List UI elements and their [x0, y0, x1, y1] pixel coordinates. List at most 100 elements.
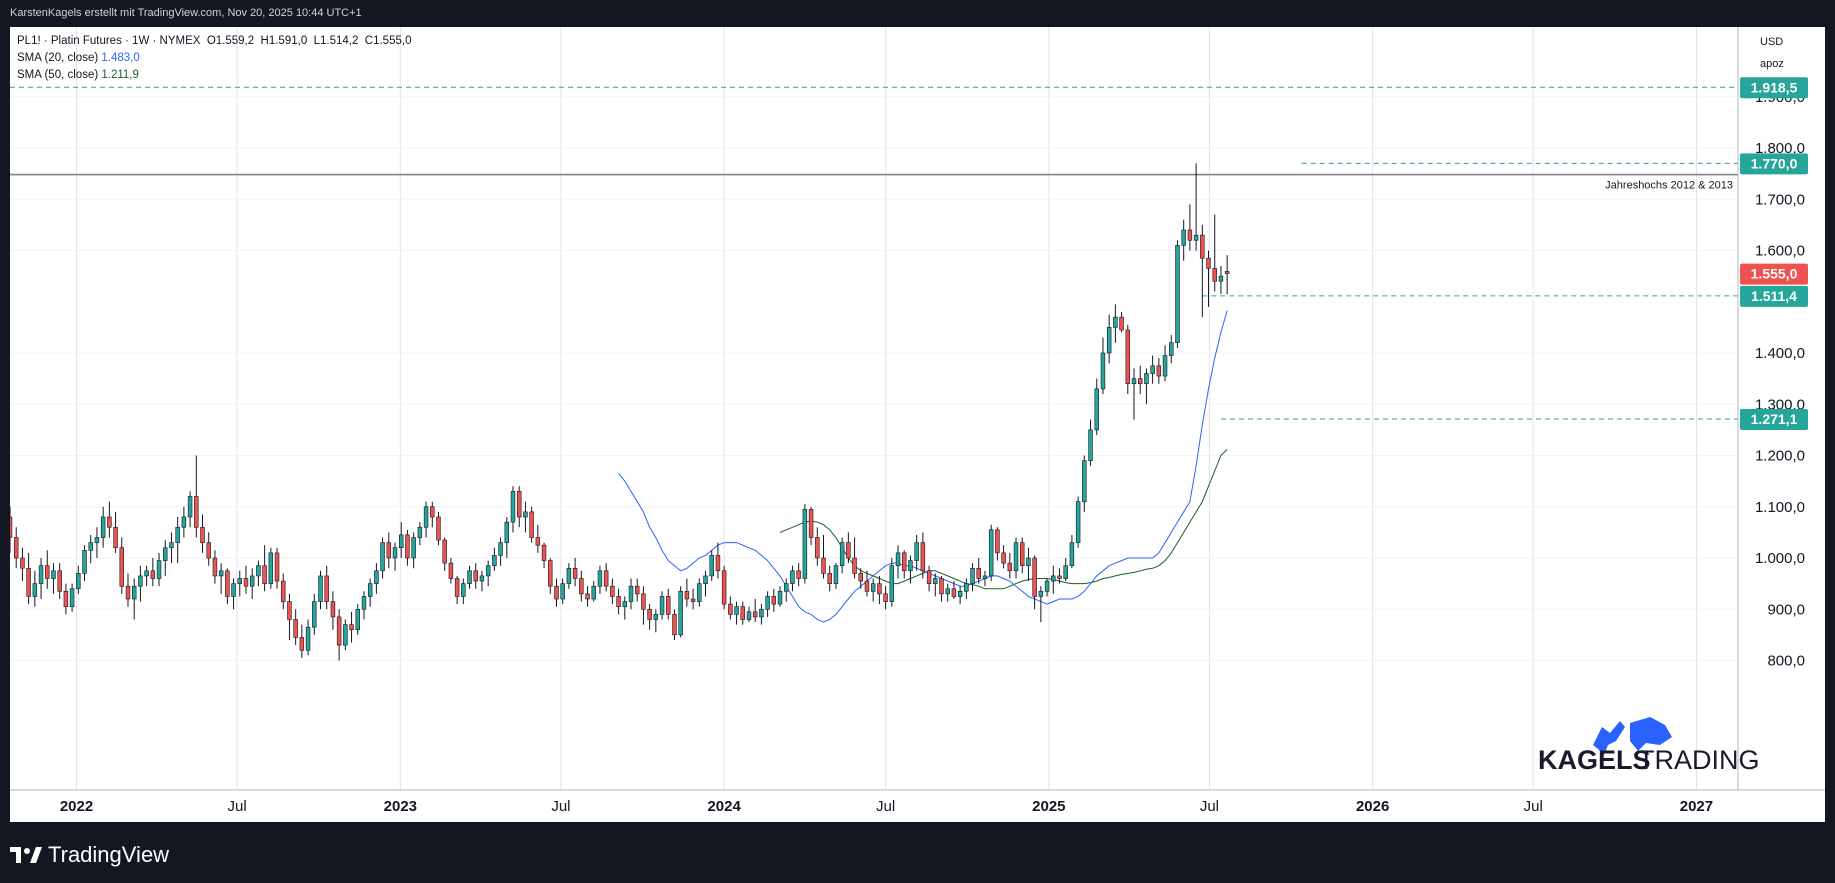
candle [163, 540, 168, 576]
price-chart[interactable]: Jahreshochs 2012 & 2013 USDapoz1.900,01.… [10, 27, 1825, 822]
candle-body [690, 598, 696, 602]
candle-body [709, 555, 714, 577]
candle [76, 565, 81, 594]
candle [131, 578, 137, 620]
candle [88, 534, 93, 564]
candle-body [1094, 388, 1099, 431]
candle [10, 506, 13, 553]
candle [1088, 419, 1093, 466]
candle-body [1044, 580, 1050, 592]
candle [585, 586, 590, 607]
candle [1051, 565, 1056, 594]
chart-attribution: KarstenKagels erstellt mit TradingView.c… [10, 7, 362, 19]
candle [703, 570, 708, 597]
candle [318, 570, 323, 610]
candle [479, 570, 485, 592]
candle [20, 547, 25, 582]
candle-body [45, 565, 50, 579]
tradingview-footer[interactable]: TradingView [10, 838, 169, 872]
candle [926, 565, 932, 592]
candle-body [305, 626, 311, 651]
candle-body [312, 601, 317, 628]
candle-body [20, 557, 25, 569]
candle [902, 550, 907, 579]
chart-panel[interactable]: Jahreshochs 2012 & 2013 USDapoz1.900,01.… [10, 27, 1825, 822]
price-axis-label: 1.200,0 [1755, 448, 1805, 465]
candle [299, 624, 305, 658]
candle [82, 545, 87, 582]
candle-body [1007, 562, 1013, 572]
candle-body [703, 575, 708, 584]
candle-body [1200, 234, 1205, 259]
candle [697, 578, 702, 607]
candle [1057, 568, 1062, 584]
candle [914, 534, 919, 571]
candle [268, 547, 274, 589]
candle [144, 565, 149, 587]
candle-body [461, 583, 466, 597]
candle [516, 486, 522, 528]
candle [380, 537, 385, 579]
candle [293, 609, 298, 646]
candle-body [442, 539, 447, 564]
time-axis-label: Jul [551, 798, 570, 815]
candle [355, 604, 360, 635]
candle [430, 501, 435, 528]
candle-body [163, 547, 168, 561]
candle-body [212, 557, 218, 577]
candle-body [479, 575, 485, 582]
time-axis-label: 2024 [707, 798, 741, 815]
candle-body [529, 511, 534, 538]
candle [467, 565, 472, 589]
candle-body [485, 565, 491, 577]
candle-body [1162, 355, 1168, 377]
candle [976, 558, 981, 584]
candle-body [1224, 271, 1230, 274]
candle-body [380, 542, 385, 572]
candle [1175, 240, 1180, 348]
candle [591, 581, 596, 602]
candle [597, 565, 603, 594]
candle [1019, 537, 1025, 574]
chart-grid [10, 27, 1738, 790]
candle [32, 570, 38, 607]
chart-legend: PL1! · Platin Futures · 1W · NYMEX O1.55… [17, 33, 411, 84]
candle-body [1038, 591, 1044, 597]
legend-symbol-row: PL1! · Platin Futures · 1W · NYMEX O1.55… [17, 33, 411, 50]
candle [622, 596, 628, 620]
candle [566, 563, 572, 589]
candle-body [1057, 575, 1062, 579]
candle [858, 568, 863, 589]
tradingview-logo-icon [10, 847, 42, 863]
time-axis-label: 2023 [384, 798, 417, 815]
candle [572, 558, 578, 587]
candle-body [138, 575, 143, 587]
candle [1113, 304, 1118, 343]
kagels-trading-logo: KAGELS TRADING [1538, 717, 1760, 775]
candle-body [870, 583, 876, 592]
candle-body [796, 570, 801, 579]
candle-body [125, 585, 131, 600]
candle [579, 570, 584, 602]
candle [1212, 214, 1217, 292]
candle-body [386, 542, 392, 559]
candle-body [510, 491, 516, 523]
candle-body [1082, 460, 1087, 502]
candle-body [933, 578, 938, 584]
candle [895, 545, 901, 579]
candle-body [231, 583, 236, 597]
candle-body [1075, 501, 1081, 543]
price-tag-label: 1.271,1 [1751, 411, 1798, 427]
candle-body [821, 557, 826, 574]
candle-body [995, 529, 1000, 554]
candle [1193, 163, 1199, 251]
candle [1082, 455, 1087, 512]
legend-symbol: PL1! · Platin Futures · 1W · NYMEX [17, 35, 201, 47]
candle [181, 506, 187, 538]
candle [150, 558, 156, 587]
candle-body [634, 585, 640, 595]
candle [498, 537, 503, 566]
candle-body [88, 542, 93, 551]
candle [436, 511, 441, 546]
candle-body [777, 591, 783, 605]
